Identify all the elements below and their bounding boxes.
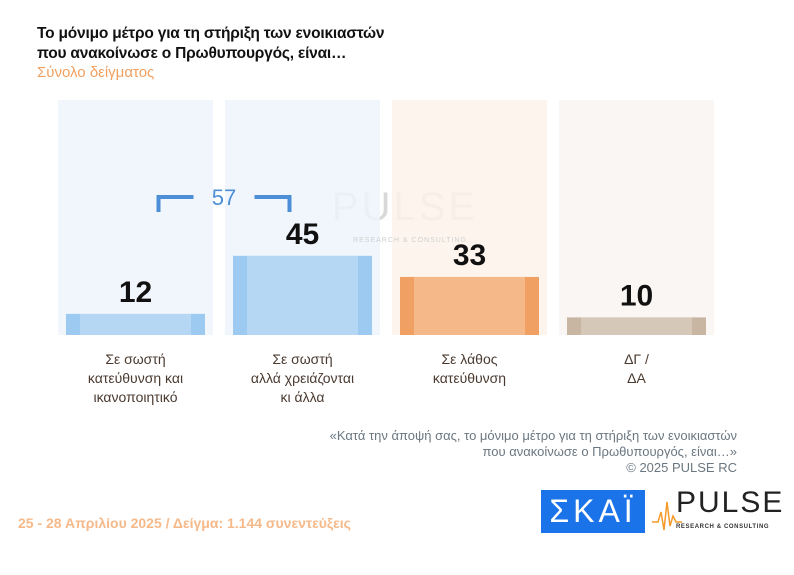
skai-logo: ΣΚΑΪ (541, 490, 645, 533)
bar (66, 313, 205, 335)
pulse-logo: PULSE RESEARCH & CONSULTING (652, 486, 782, 534)
watermark-sub: RESEARCH & CONSULTING (353, 237, 467, 244)
category-label-line: κατεύθυνση (432, 370, 507, 386)
data-label: 12 (119, 276, 152, 309)
bracket-label: 57 (212, 185, 236, 210)
bar-highlight (581, 317, 692, 335)
category-label: Σε σωστή αλλά χρειάζονται κι άλλα (225, 350, 380, 407)
footer-sample-info: 25 - 28 Απριλίου 2025 / Δείγμα: 1.144 συ… (18, 515, 351, 531)
bracket-line (156, 195, 292, 212)
category-label-line: κατεύθυνση και (87, 370, 184, 386)
category-label-line: ΔΑ (627, 370, 646, 386)
category-label: Σε σωστή κατεύθυνση και ικανοποιητικό (58, 350, 213, 407)
bar (233, 255, 372, 335)
data-label: 45 (286, 218, 319, 251)
bar-highlight (80, 313, 191, 335)
category-label-line: Σε λάθος (441, 351, 498, 367)
pulse-logo-text: PULSE (676, 486, 785, 519)
bar-highlight (414, 276, 525, 335)
category-label-line: Σε σωστή (105, 351, 166, 367)
category-label-line: Σε σωστή (272, 351, 333, 367)
title-line-2: που ανακοίνωσε ο Πρωθυπουργός, είναι… (37, 45, 347, 62)
bar (567, 317, 706, 335)
pulse-logo-sub: RESEARCH & CONSULTING (676, 524, 770, 530)
column-background (559, 100, 714, 335)
column-background (58, 100, 213, 335)
category-label: ΔΓ / ΔΑ (559, 350, 714, 388)
category-label-line: κι άλλα (280, 389, 325, 405)
category-label-line: αλλά χρειάζονται (250, 370, 355, 386)
note-line: «Κατά την άποψή σας, το μόνιμο μέτρο για… (329, 428, 737, 443)
note-line: που ανακοίνωσε ο Πρωθυπουργός, είναι…» (482, 444, 737, 459)
bar-highlight (247, 255, 358, 335)
bar (400, 276, 539, 335)
category-label-line: ΔΓ / (624, 351, 649, 367)
chart-subtitle: Σύνολο δείγματος (37, 64, 155, 81)
category-label: Σε λάθος κατεύθυνση (392, 350, 547, 388)
data-label: 10 (620, 279, 653, 312)
chart-title: Το μόνιμο μέτρο για τη στήριξη των ενοικ… (37, 24, 385, 64)
question-note: «Κατά την άποψή σας, το μόνιμο μέτρο για… (330, 428, 737, 476)
title-line-1: Το μόνιμο μέτρο για τη στήριξη των ενοικ… (37, 25, 385, 42)
data-label: 33 (453, 239, 486, 272)
copyright: © 2025 PULSE RC (626, 460, 737, 475)
category-label-line: ικανοποιητικό (93, 389, 178, 405)
pulse-wave-icon (652, 501, 682, 531)
